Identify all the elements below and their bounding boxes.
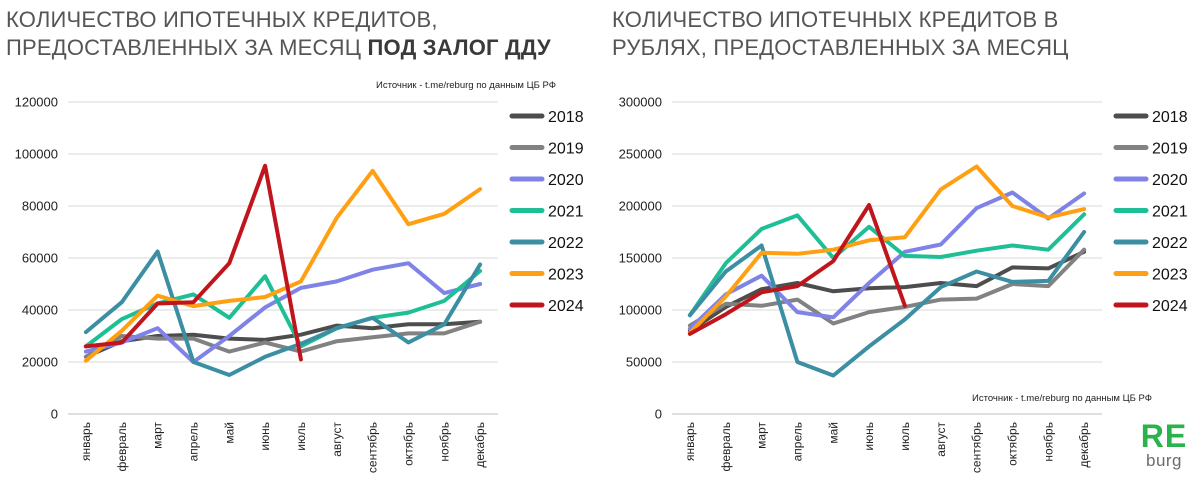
- left-x-tick-label: февраль: [115, 422, 129, 472]
- right-legend-label-2022: 2022: [1152, 235, 1188, 252]
- right-title-line2: РУБЛЯХ, ПРЕДОСТАВЛЕННЫХ ЗА МЕСЯЦ: [612, 35, 1069, 60]
- right-x-tick-label: сентябрь: [970, 422, 984, 473]
- right-y-tick-label: 0: [655, 407, 662, 422]
- right-x-tick-label: февраль: [719, 422, 733, 472]
- left-y-tick-label: 40000: [22, 303, 58, 318]
- right-x-tick-label: ноябрь: [1041, 422, 1055, 462]
- left-y-tick-label: 100000: [15, 147, 58, 162]
- right-y-tick-label: 100000: [619, 303, 662, 318]
- right-legend-label-2018: 2018: [1152, 109, 1188, 126]
- right-y-tick-label: 200000: [619, 199, 662, 214]
- left-legend-label-2022: 2022: [548, 235, 584, 252]
- right-x-tick-label: март: [755, 422, 769, 449]
- logo-re-text: RE: [1140, 418, 1188, 454]
- right-series-line-2023: [687, 164, 1087, 335]
- left-x-tick-label: июнь: [258, 422, 272, 451]
- right-legend-label-2019: 2019: [1152, 141, 1188, 158]
- right-source-note: Источник - t.me/reburg по данным ЦБ РФ: [972, 393, 1152, 404]
- left-x-tick-label: март: [151, 422, 165, 449]
- right-series-line-2020: [687, 190, 1087, 331]
- right-x-tick-label: июль: [898, 422, 912, 451]
- right-line-chart: 0 50000 100000 150000 200000 250000 300000 янва…: [619, 95, 1188, 474]
- right-x-tick-label: апрель: [790, 422, 804, 461]
- left-legend-label-2019: 2019: [548, 141, 584, 158]
- right-legend-label-2023: 2023: [1152, 267, 1188, 284]
- right-x-tick-label: октябрь: [1005, 422, 1019, 466]
- right-series-line-2019: [687, 247, 1087, 328]
- right-legend-label-2021: 2021: [1152, 204, 1188, 221]
- right-series-line-2022: [687, 230, 1087, 378]
- right-series-line-2021: [687, 212, 1087, 318]
- left-legend-label-2021: 2021: [548, 204, 584, 221]
- left-x-tick-label: январь: [79, 422, 93, 461]
- left-legend-label-2023: 2023: [548, 267, 584, 284]
- left-x-tick-label: декабрь: [473, 422, 487, 468]
- left-chart-title: КОЛИЧЕСТВО ИПОТЕЧНЫХ КРЕДИТОВ, ПРЕДОСТАВЛ…: [6, 6, 551, 62]
- left-x-tick-label: апрель: [186, 422, 200, 461]
- left-chart-panel: КОЛИЧЕСТВО ИПОТЕЧНЫХ КРЕДИТОВ, ПРЕДОСТАВЛ…: [6, 6, 584, 474]
- left-title-line1: КОЛИЧЕСТВО ИПОТЕЧНЫХ КРЕДИТОВ,: [6, 7, 438, 32]
- left-title-line2: ПРЕДОСТАВЛЕННЫХ ЗА МЕСЯЦ: [6, 35, 368, 60]
- right-y-tick-label: 300000: [619, 95, 662, 110]
- right-y-tick-label: 250000: [619, 147, 662, 162]
- reburg-logo: RE burg: [1136, 420, 1192, 470]
- left-series-line-2021: [83, 269, 483, 349]
- left-series-line-2024: [83, 163, 303, 362]
- left-x-tick-label: ноябрь: [437, 422, 451, 462]
- right-x-tick-label: май: [826, 422, 840, 444]
- left-line-chart: 0 20000 40000 60000 80000 100000 120000 январь ф…: [15, 95, 584, 474]
- left-series-line-2019: [83, 319, 483, 359]
- right-x-tick-label: июнь: [862, 422, 876, 451]
- left-x-tick-label: сентябрь: [366, 422, 380, 473]
- left-y-tick-label: 120000: [15, 95, 58, 110]
- left-legend-label-2020: 2020: [548, 172, 584, 189]
- right-legend-label-2024: 2024: [1152, 298, 1188, 315]
- logo-burg-text: burg: [1145, 451, 1183, 470]
- left-x-tick-label: август: [330, 422, 344, 457]
- left-series-line-2022: [83, 249, 483, 377]
- left-y-tick-label: 80000: [22, 199, 58, 214]
- left-legend-label-2024: 2024: [548, 298, 584, 315]
- left-y-tick-label: 0: [51, 407, 58, 422]
- right-x-tick-label: август: [934, 422, 948, 457]
- left-x-tick-label: октябрь: [401, 422, 415, 466]
- left-series-line-2020: [83, 261, 483, 364]
- right-chart-title: КОЛИЧЕСТВО ИПОТЕЧНЫХ КРЕДИТОВ В РУБЛЯХ, П…: [612, 6, 1069, 62]
- right-x-tick-label: январь: [683, 422, 697, 461]
- left-series-line-2023: [83, 168, 483, 363]
- left-y-tick-label: 60000: [22, 251, 58, 266]
- left-x-tick-label: май: [222, 422, 236, 444]
- right-x-tick-label: декабрь: [1077, 422, 1091, 468]
- right-y-tick-label: 150000: [619, 251, 662, 266]
- right-chart-panel: КОЛИЧЕСТВО ИПОТЕЧНЫХ КРЕДИТОВ В РУБЛЯХ, П…: [600, 0, 1200, 491]
- left-x-tick-label: июль: [294, 422, 308, 451]
- left-y-tick-label: 20000: [22, 355, 58, 370]
- right-series-line-2018: [687, 249, 1087, 333]
- right-y-tick-label: 50000: [626, 355, 662, 370]
- right-legend-label-2020: 2020: [1152, 172, 1188, 189]
- left-source-note: Источник - t.me/reburg по данным ЦБ РФ: [376, 80, 556, 91]
- left-legend-label-2018: 2018: [548, 109, 584, 126]
- right-series-line-2024: [687, 203, 907, 336]
- left-title-bold-part: ПОД ЗАЛОГ ДДУ: [367, 35, 551, 60]
- right-title-line1: КОЛИЧЕСТВО ИПОТЕЧНЫХ КРЕДИТОВ В: [612, 7, 1059, 32]
